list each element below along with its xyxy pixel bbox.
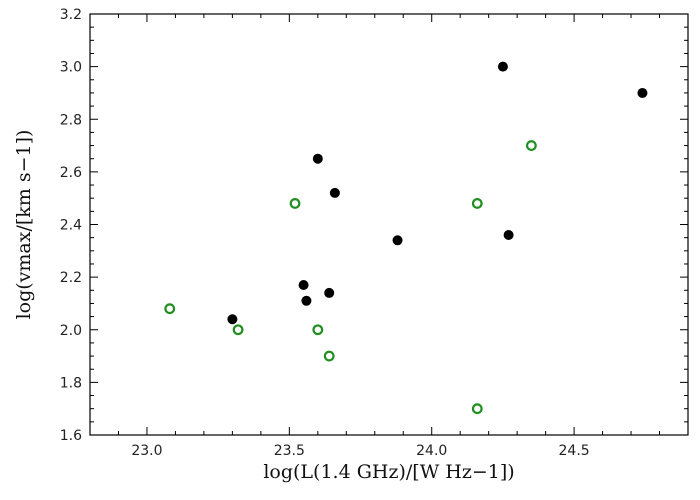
filled-black-point xyxy=(324,287,335,298)
plot-frame xyxy=(89,13,689,436)
x-tick-label: 23.5 xyxy=(274,443,305,459)
filled-black-point xyxy=(329,187,340,198)
y-tick-label: 2.4 xyxy=(60,218,82,234)
x-tick-labels: 23.0 23.5 24.0 24.5 xyxy=(131,443,589,459)
open-green-point xyxy=(323,350,335,362)
y-tick-labels: 1.6 1.8 2.0 2.2 2.4 2.6 2.8 3.0 3.2 xyxy=(60,7,82,444)
data-points xyxy=(164,61,648,415)
y-tick-label: 2.8 xyxy=(60,112,82,128)
y-tick-label: 3.0 xyxy=(60,60,82,76)
y-tick-label: 2.2 xyxy=(60,270,82,286)
y-tick-label: 3.2 xyxy=(60,7,82,23)
y-tick-label: 2.0 xyxy=(60,323,82,339)
filled-black-point xyxy=(497,61,508,72)
y-tick-label: 1.6 xyxy=(60,428,82,444)
open-green-point xyxy=(312,324,324,336)
x-tick-label: 23.0 xyxy=(131,443,162,459)
filled-black-point xyxy=(637,87,648,98)
filled-black-point xyxy=(392,235,403,246)
filled-black-point xyxy=(301,295,312,306)
filled-black-point xyxy=(227,314,238,325)
filled-black-point xyxy=(503,230,514,241)
x-tick-label: 24.0 xyxy=(416,443,447,459)
open-green-point xyxy=(232,324,244,336)
open-green-point xyxy=(471,198,483,209)
x-tick-label: 24.5 xyxy=(559,443,590,459)
open-green-point xyxy=(289,198,301,209)
y-axis-label: log(vmax/[km s−1]) xyxy=(13,130,35,320)
axis-ticks xyxy=(89,13,689,436)
open-green-point xyxy=(525,140,537,151)
filled-black-point xyxy=(298,280,309,291)
filled-black-point xyxy=(312,153,323,164)
y-tick-label: 1.8 xyxy=(60,375,82,391)
x-axis-label: log(L(1.4 GHz)/[W Hz−1]) xyxy=(263,461,514,483)
open-green-point xyxy=(471,403,483,415)
y-tick-label: 2.6 xyxy=(60,165,82,181)
open-green-point xyxy=(164,303,176,315)
